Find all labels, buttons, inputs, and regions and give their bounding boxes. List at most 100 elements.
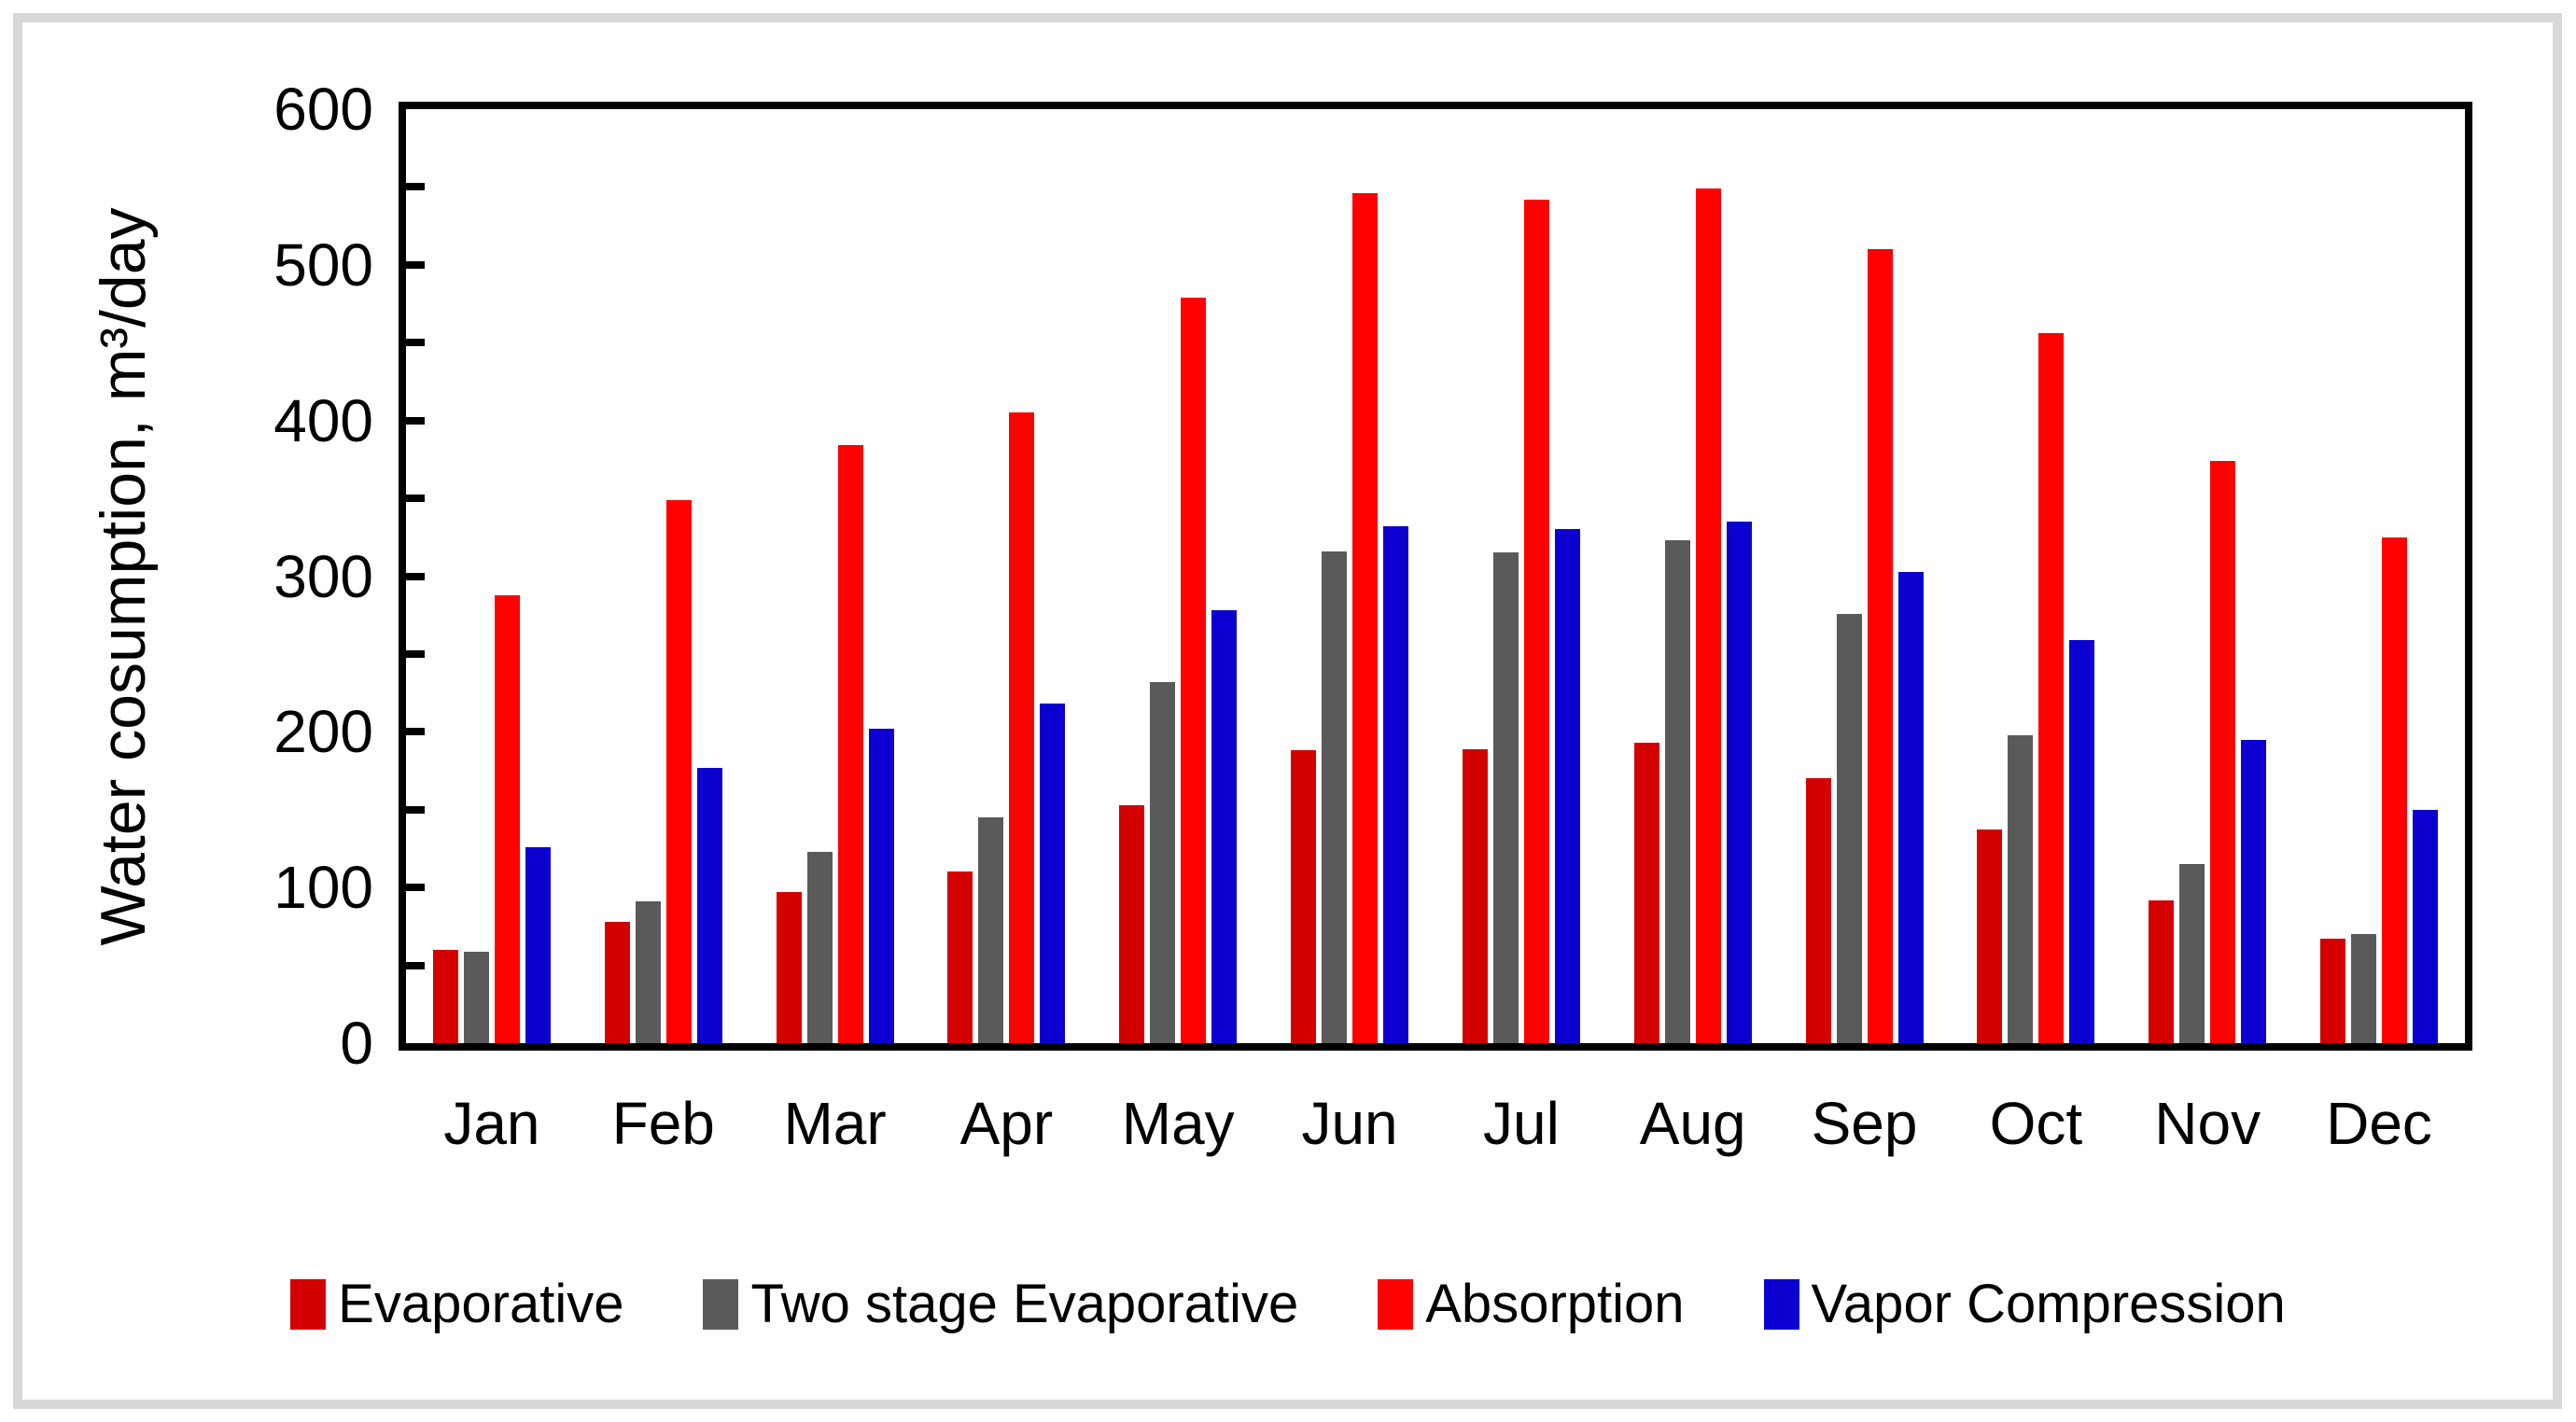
- bar-jun-evaporative: [1291, 750, 1317, 1043]
- bar-sep-absorption: [1867, 249, 1893, 1043]
- bar-feb-vapor-compression: [696, 767, 722, 1043]
- figure-border: [13, 13, 2562, 1409]
- legend-swatch-vapor-compression: [1763, 1279, 1799, 1330]
- x-tick-label-jul: Jul: [1482, 1090, 1560, 1157]
- bar-mar-two-stage-evaporative: [806, 851, 833, 1043]
- bar-group-jan: [406, 109, 578, 1043]
- legend-label-two-stage-evaporative: Two stage Evaporative: [750, 1274, 1299, 1334]
- y-tick-label-400: 400: [273, 386, 373, 454]
- y-tick-label-100: 100: [273, 854, 373, 922]
- y-tick-label-300: 300: [273, 542, 373, 610]
- bar-nov-evaporative: [2149, 899, 2175, 1043]
- bar-aug-vapor-compression: [1726, 522, 1752, 1043]
- bar-jul-two-stage-evaporative: [1492, 552, 1519, 1043]
- bar-apr-two-stage-evaporative: [978, 817, 1004, 1043]
- bar-mar-vapor-compression: [868, 729, 894, 1043]
- x-tick-label-dec: Dec: [2326, 1090, 2432, 1157]
- bar-group-may: [1092, 109, 1264, 1043]
- bar-apr-vapor-compression: [1040, 704, 1066, 1043]
- bar-may-vapor-compression: [1211, 610, 1238, 1043]
- y-tick-mark-200: [406, 728, 425, 736]
- bar-group-dec: [2293, 109, 2465, 1043]
- bar-jun-two-stage-evaporative: [1322, 551, 1348, 1043]
- y-tick-mark-350: [406, 495, 425, 503]
- bar-jun-absorption: [1352, 193, 1379, 1043]
- bar-feb-absorption: [665, 499, 692, 1043]
- x-tick-label-nov: Nov: [2154, 1090, 2261, 1157]
- bar-mar-evaporative: [776, 892, 802, 1043]
- bar-nov-two-stage-evaporative: [2179, 864, 2205, 1043]
- plot-area: [399, 102, 2472, 1051]
- bar-group-apr: [920, 109, 1092, 1043]
- y-tick-label-0: 0: [340, 1010, 373, 1077]
- bar-group-sep: [1779, 109, 1951, 1043]
- bar-jan-vapor-compression: [525, 846, 551, 1043]
- x-axis-labels: Jan Feb Mar Apr May Jun Jul Aug Sep Oct Nov Dec: [406, 1094, 2465, 1153]
- bar-dec-vapor-compression: [2413, 809, 2439, 1043]
- bar-oct-absorption: [2038, 333, 2065, 1043]
- legend-item-two-stage-evaporative: Two stage Evaporative: [703, 1277, 1298, 1331]
- bar-may-two-stage-evaporative: [1150, 681, 1176, 1043]
- legend-swatch-two-stage-evaporative: [703, 1279, 739, 1330]
- legend-item-evaporative: Evaporative: [290, 1277, 623, 1331]
- bar-aug-two-stage-evaporative: [1664, 540, 1690, 1043]
- y-tick-mark-500: [406, 260, 425, 269]
- y-axis-title: Water cosumption, m³/day: [88, 207, 159, 946]
- bar-group-feb: [578, 109, 749, 1043]
- bar-group-aug: [1607, 109, 1779, 1043]
- bar-may-evaporative: [1119, 804, 1145, 1043]
- bar-may-absorption: [1181, 297, 1207, 1043]
- bar-jan-evaporative: [432, 949, 458, 1043]
- bar-oct-vapor-compression: [2069, 639, 2095, 1043]
- y-tick-mark-50: [406, 961, 425, 969]
- x-tick-label-may: May: [1121, 1090, 1235, 1157]
- legend-item-vapor-compression: Vapor Compression: [1763, 1274, 2286, 1334]
- bar-group-oct: [1950, 109, 2121, 1043]
- x-tick-label-aug: Aug: [1639, 1090, 1746, 1157]
- bar-dec-absorption: [2382, 537, 2408, 1043]
- bar-aug-evaporative: [1633, 743, 1659, 1043]
- x-tick-label-jun: Jun: [1301, 1090, 1398, 1157]
- legend-label-evaporative: Evaporative: [338, 1274, 624, 1334]
- bar-jun-vapor-compression: [1383, 526, 1409, 1043]
- x-tick-label-mar: Mar: [783, 1090, 887, 1157]
- y-tick-mark-450: [406, 339, 425, 347]
- bar-feb-evaporative: [604, 921, 630, 1043]
- bar-aug-absorption: [1695, 188, 1721, 1043]
- legend-swatch-absorption: [1378, 1279, 1414, 1330]
- bar-dec-two-stage-evaporative: [2351, 934, 2377, 1043]
- x-tick-label-feb: Feb: [611, 1090, 715, 1157]
- bar-sep-vapor-compression: [1897, 571, 1924, 1043]
- y-tick-mark-100: [406, 884, 425, 892]
- y-tick-mark-300: [406, 572, 425, 580]
- bar-mar-absorption: [837, 445, 863, 1043]
- bar-apr-absorption: [1009, 412, 1035, 1043]
- y-tick-mark-400: [406, 416, 425, 425]
- y-tick-mark-150: [406, 805, 425, 814]
- bar-jul-absorption: [1523, 199, 1549, 1043]
- bar-jul-evaporative: [1462, 748, 1488, 1043]
- legend-label-absorption: Absorption: [1425, 1274, 1685, 1334]
- y-tick-label-600: 600: [273, 76, 373, 143]
- bar-jul-vapor-compression: [1554, 529, 1580, 1043]
- legend-label-vapor-compression: Vapor Compression: [1811, 1274, 2286, 1334]
- bar-group-mar: [749, 109, 921, 1043]
- bar-nov-absorption: [2210, 461, 2236, 1043]
- bar-jan-absorption: [494, 594, 520, 1043]
- x-tick-label-jan: Jan: [443, 1090, 540, 1157]
- bar-group-jun: [1264, 109, 1435, 1043]
- legend-swatch-evaporative: [290, 1279, 327, 1330]
- x-tick-label-sep: Sep: [1811, 1090, 1918, 1157]
- y-tick-mark-550: [406, 183, 425, 191]
- y-tick-mark-250: [406, 649, 425, 658]
- bar-sep-two-stage-evaporative: [1836, 613, 1862, 1043]
- y-tick-label-500: 500: [273, 230, 373, 299]
- y-tick-label-200: 200: [273, 698, 373, 766]
- bar-group-nov: [2121, 109, 2293, 1043]
- legend-item-absorption: Absorption: [1378, 1274, 1685, 1334]
- x-tick-label-oct: Oct: [1989, 1090, 2083, 1157]
- bar-dec-evaporative: [2320, 939, 2346, 1043]
- bar-apr-evaporative: [947, 871, 973, 1043]
- bar-nov-vapor-compression: [2241, 739, 2267, 1043]
